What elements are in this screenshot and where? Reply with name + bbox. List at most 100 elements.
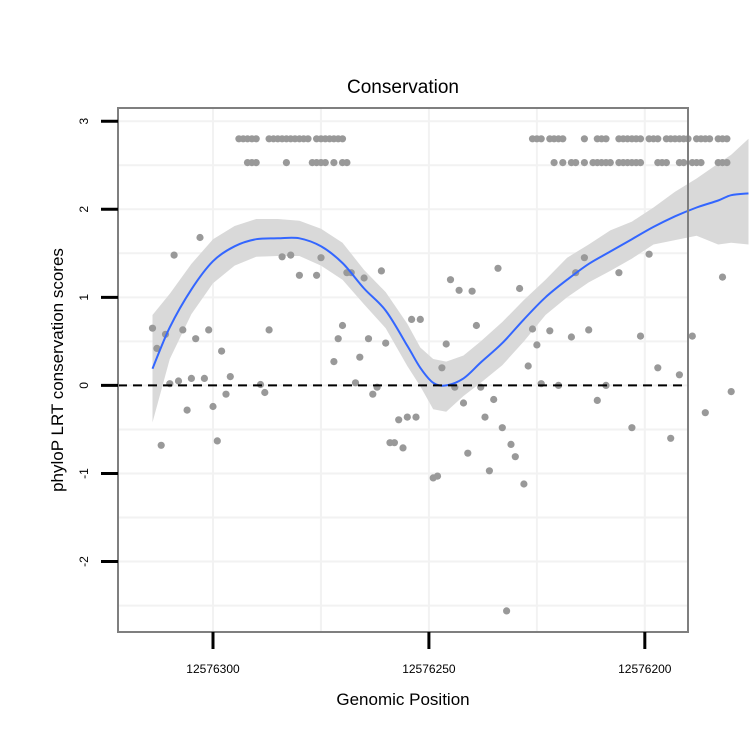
data-point — [559, 159, 567, 167]
data-point — [205, 326, 213, 334]
data-point — [667, 434, 675, 442]
data-point — [157, 441, 165, 449]
data-point — [433, 472, 442, 480]
data-point — [533, 341, 541, 349]
data-point — [295, 271, 303, 279]
data-point — [334, 335, 342, 343]
data-point — [364, 335, 373, 343]
data-point — [485, 467, 493, 475]
data-point — [226, 373, 234, 381]
data-point — [507, 440, 515, 448]
data-point — [645, 250, 653, 258]
data-point — [580, 254, 589, 262]
data-point — [472, 321, 480, 330]
data-point — [187, 374, 195, 382]
data-point — [528, 325, 537, 333]
data-point — [438, 364, 446, 372]
data-point — [524, 362, 532, 370]
data-point — [718, 273, 727, 281]
data-point — [606, 159, 614, 167]
data-point — [468, 287, 476, 295]
scatter-points — [148, 135, 735, 615]
data-point — [706, 135, 714, 143]
data-point — [416, 315, 424, 323]
data-point — [395, 416, 403, 424]
smooth-line-layer — [151, 192, 749, 387]
data-point — [550, 159, 558, 167]
data-point — [213, 437, 221, 445]
data-point — [192, 335, 200, 343]
data-point — [330, 358, 338, 366]
data-point — [179, 326, 187, 334]
data-point — [654, 364, 662, 372]
data-point — [278, 253, 286, 261]
y-axis-title: phyloP LRT conservation scores — [48, 248, 67, 492]
data-point — [170, 251, 178, 259]
data-point — [593, 396, 601, 404]
data-point — [153, 344, 161, 352]
data-point — [628, 424, 636, 432]
data-point — [196, 233, 204, 242]
data-point — [382, 339, 390, 347]
data-point — [442, 340, 450, 348]
data-point — [567, 333, 576, 341]
data-point — [723, 135, 731, 143]
data-point — [282, 159, 290, 167]
data-point — [662, 159, 671, 167]
data-point — [265, 326, 273, 334]
data-point — [520, 480, 528, 488]
smooth-line — [151, 192, 749, 387]
plot-panel-border — [117, 107, 689, 633]
data-point — [321, 159, 329, 167]
confidence-ribbon — [152, 138, 749, 423]
data-point — [602, 135, 610, 143]
data-point — [174, 377, 183, 385]
data-point — [446, 276, 455, 284]
data-point — [688, 332, 696, 340]
x-axis-title: Genomic Position — [336, 690, 469, 709]
y-tick-label: 2 — [77, 206, 91, 213]
data-point — [209, 402, 217, 411]
data-point — [654, 135, 662, 143]
data-point — [377, 267, 385, 275]
data-point — [148, 324, 157, 332]
data-point — [222, 390, 230, 398]
confidence-ribbon-layer — [152, 138, 749, 423]
data-point — [537, 135, 545, 143]
data-point — [252, 159, 260, 167]
data-point — [546, 327, 554, 335]
data-point — [252, 135, 260, 143]
data-point — [313, 271, 321, 279]
data-point — [390, 439, 398, 447]
data-point — [330, 159, 338, 167]
data-point — [516, 284, 524, 293]
data-point — [727, 388, 735, 396]
data-point — [701, 409, 709, 417]
y-axis: 3 2 1 0 -1 -2 — [77, 118, 118, 567]
data-point — [675, 371, 684, 379]
data-point — [360, 274, 368, 282]
data-point — [559, 135, 567, 143]
x-tick-label: 12576250 — [402, 662, 456, 676]
data-point — [680, 159, 688, 167]
data-point — [511, 453, 519, 461]
data-point — [697, 159, 705, 167]
y-tick-label: 3 — [77, 118, 91, 125]
data-point — [317, 254, 325, 262]
data-point — [464, 449, 472, 457]
data-point — [723, 159, 731, 167]
data-point — [218, 347, 226, 355]
data-point — [338, 321, 347, 330]
data-point — [503, 607, 511, 615]
data-point — [261, 388, 269, 397]
data-point — [356, 353, 364, 361]
data-point — [585, 326, 593, 334]
data-point — [343, 159, 351, 167]
data-point — [399, 444, 407, 452]
x-tick-label: 12576300 — [186, 662, 240, 676]
y-tick-label: -1 — [77, 468, 91, 479]
data-point — [200, 374, 208, 382]
data-point — [580, 159, 589, 167]
data-point — [304, 135, 312, 143]
